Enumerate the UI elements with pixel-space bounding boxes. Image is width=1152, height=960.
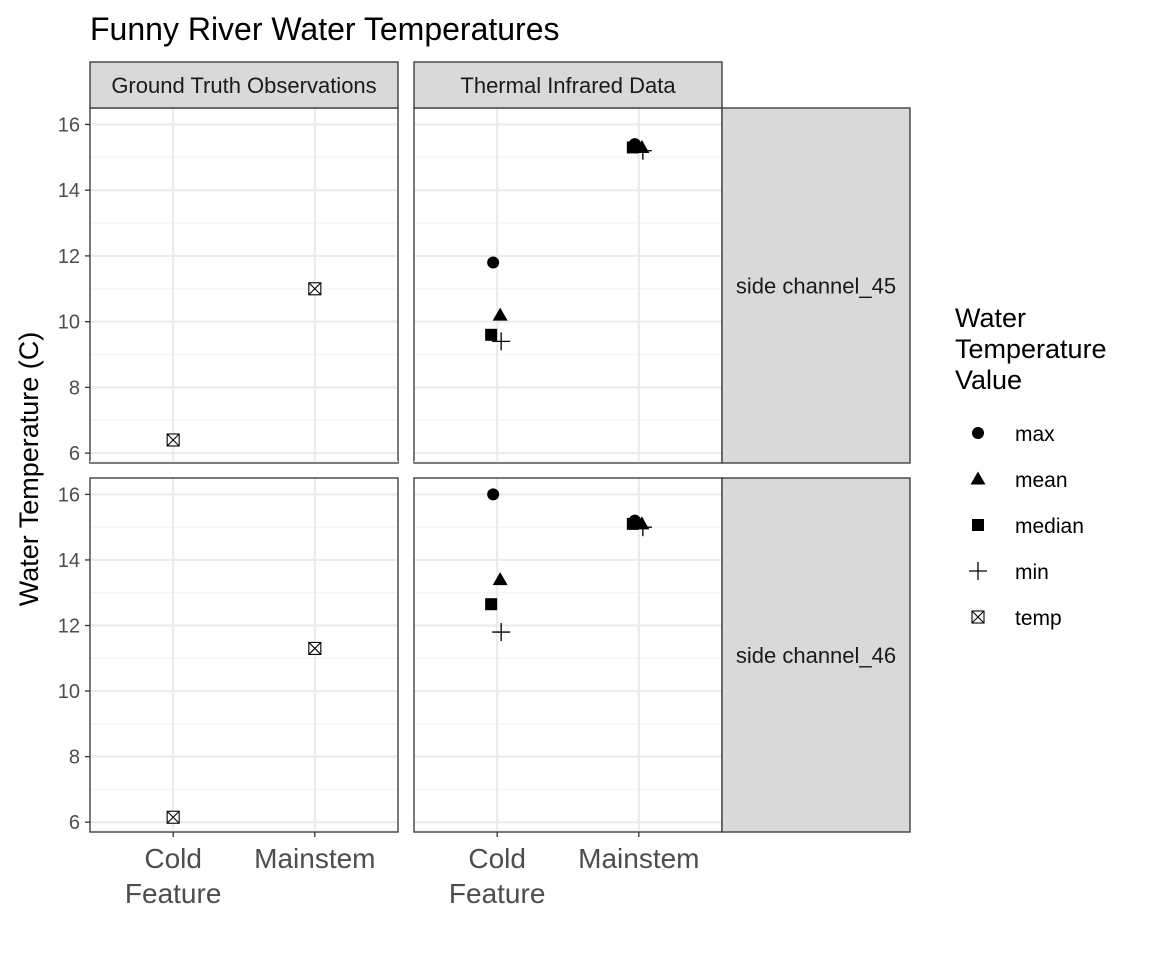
legend-entry-min: min [969, 561, 1049, 584]
y-tick-label: 14 [58, 550, 80, 572]
legend-label: max [1015, 423, 1055, 446]
column-strip-label: Thermal Infrared Data [460, 73, 676, 98]
row-strip-label: side channel_46 [736, 643, 896, 668]
point-temp-mainstem [308, 282, 322, 296]
legend-key-temp [971, 610, 985, 624]
legend-key-max [972, 427, 984, 439]
x-tick-label: Mainstem [254, 843, 375, 874]
panel-background [90, 478, 398, 832]
legend-label: median [1015, 515, 1084, 538]
y-tick-label: 8 [69, 747, 80, 769]
legend-key-median [972, 519, 984, 531]
column-strip [89, 61, 399, 109]
point-mean-cold-feature [492, 572, 508, 586]
y-tick-label: 14 [58, 180, 80, 202]
x-tick-label: Cold Feature [125, 843, 222, 909]
column-strip [413, 61, 723, 109]
x-tick-label: Mainstem [578, 843, 699, 874]
column-strip-label: Ground Truth Observations [111, 73, 376, 98]
y-tick-label: 6 [69, 443, 80, 465]
panel-background [90, 108, 398, 463]
y-tick-label: 6 [69, 812, 80, 834]
legend-key-min [969, 562, 987, 580]
point-temp-cold-feature [166, 810, 180, 824]
y-axis-title: Water Temperature (C) [14, 332, 44, 607]
legend-entry-median: median [972, 515, 1084, 538]
y-tick-label: 16 [58, 484, 80, 506]
legend-label: mean [1015, 469, 1068, 492]
point-median-cold-feature [485, 328, 498, 341]
panel-ground-truth-observations-side-channel-46: 6 8 10 12 14 16 Cold Feature Mainstem [58, 461, 399, 909]
panel-thermal-infrared-data-side-channel-45 [413, 91, 723, 464]
y-tick-label: 12 [58, 246, 80, 268]
legend-entry-mean: mean [970, 469, 1068, 492]
point-temp-mainstem [308, 641, 322, 655]
legend-entry-temp: temp [971, 607, 1062, 630]
y-tick-label: 16 [58, 114, 80, 136]
point-min-mainstem [633, 518, 652, 537]
point-max-cold-feature [487, 488, 500, 501]
panel-background [414, 108, 722, 463]
y-tick-label: 10 [58, 681, 80, 703]
legend-key-mean [970, 471, 986, 485]
panel-border [89, 477, 399, 833]
panel-thermal-infrared-data-side-channel-46: Cold Feature Mainstem [413, 461, 723, 909]
legend: Water Temperature Value max mean median min tem… [955, 303, 1107, 630]
y-tick-label: 12 [58, 616, 80, 638]
point-min-mainstem [633, 141, 652, 160]
point-min-cold-feature [492, 332, 511, 351]
point-median-cold-feature [485, 598, 498, 611]
legend-label: min [1015, 561, 1049, 584]
panel-background [414, 478, 722, 832]
point-median-mainstem [626, 517, 639, 530]
panel-ground-truth-observations-side-channel-45: 6 8 10 12 14 16 [58, 91, 399, 465]
x-tick-label: Cold Feature [449, 843, 546, 909]
point-max-cold-feature [487, 256, 500, 269]
chart-title: Funny River Water Temperatures [90, 11, 560, 47]
row-strip [721, 477, 911, 833]
y-tick-label: 10 [58, 312, 80, 334]
row-strip [721, 107, 911, 464]
row-strip-label: side channel_45 [736, 274, 896, 299]
legend-label: temp [1015, 607, 1062, 630]
point-median-mainstem [626, 141, 639, 154]
y-tick-label: 8 [69, 377, 80, 399]
legend-entry-max: max [972, 423, 1055, 446]
point-temp-cold-feature [166, 433, 180, 447]
point-mean-cold-feature [492, 307, 508, 321]
point-min-cold-feature [492, 623, 511, 642]
legend-title: Water Temperature Value [955, 303, 1107, 395]
